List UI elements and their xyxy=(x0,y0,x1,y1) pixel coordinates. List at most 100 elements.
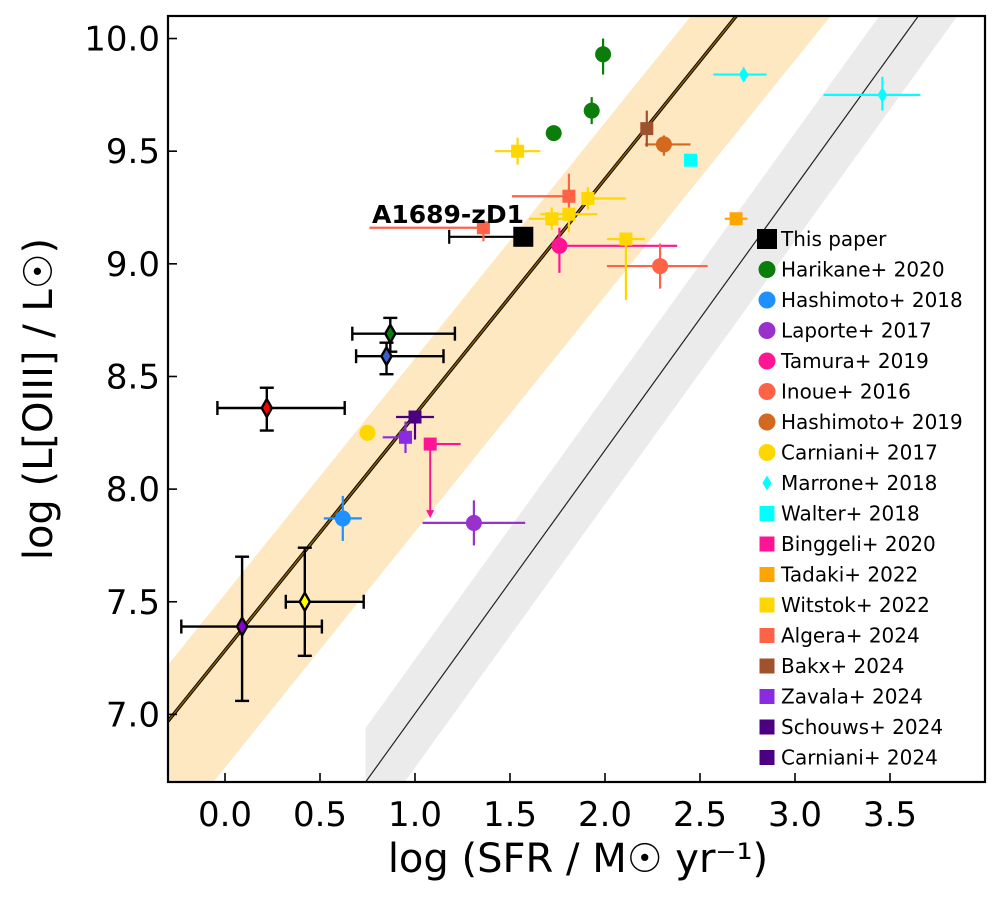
series-7-point-0 xyxy=(359,424,376,441)
series-11-point-0 xyxy=(724,212,748,226)
legend-marker xyxy=(762,475,772,491)
relation-line-1 xyxy=(365,16,920,782)
marker-this-paper xyxy=(513,226,534,247)
legend: This paper Harikane+ 2020 Hashimoto+ 2018 L… xyxy=(757,227,963,770)
legend-entry-schouws-2024: Schouws+ 2024 xyxy=(759,715,943,739)
x-tick-label: 1.5 xyxy=(483,795,537,835)
legend-entry-zavala-2024: Zavala+ 2024 xyxy=(759,685,923,709)
legend-entry-tadaki-2022: Tadaki+ 2022 xyxy=(759,563,918,587)
legend-label: Binggeli+ 2020 xyxy=(781,532,936,556)
legend-entry-inoue-2016: Inoue+ 2016 xyxy=(758,380,911,404)
legend-marker xyxy=(759,750,775,765)
y-axis-title-text: log (L[OIII] / L☉) xyxy=(16,238,62,560)
plot-frame xyxy=(166,14,987,784)
legend-marker xyxy=(759,597,775,613)
legend-entry-tamura-2019: Tamura+ 2019 xyxy=(758,349,929,373)
legend-entry-bakx-2024: Bakx+ 2024 xyxy=(759,654,904,678)
legend-entry-laporte-2017: Laporte+ 2017 xyxy=(758,319,932,343)
legend-marker xyxy=(758,291,776,309)
marker-laporte-2017 xyxy=(465,514,482,531)
marker-marrone-2018 xyxy=(877,86,888,103)
marker-harikane-2020 xyxy=(545,125,562,142)
legend-marker xyxy=(758,413,776,431)
marker-witstok-2022 xyxy=(562,207,576,221)
marker-highlighted-blue xyxy=(380,344,393,368)
series-5-point-0 xyxy=(606,243,708,289)
legend-marker xyxy=(757,229,777,249)
y-axis-title: log (L[OIII] / L☉) xyxy=(16,238,62,560)
legend-marker xyxy=(759,658,775,674)
legend-entry-algera-2024: Algera+ 2024 xyxy=(759,624,920,648)
legend-entry-witstok-2022: Witstok+ 2022 xyxy=(759,593,930,617)
legend-entry-carniani-2024: Carniani+ 2024 xyxy=(759,746,938,770)
relation-band-1 xyxy=(365,16,958,782)
y-tick-label: 9.5 xyxy=(106,132,160,172)
legend-label: Algera+ 2024 xyxy=(781,624,920,648)
marker-highlighted-red xyxy=(260,396,274,420)
legend-label: Witstok+ 2022 xyxy=(781,593,930,617)
marker-algera-2024 xyxy=(562,189,576,203)
legend-label: Tadaki+ 2022 xyxy=(780,563,918,587)
x-axis-title-text: log (SFR / M☉ yr⁻¹) xyxy=(388,836,768,882)
series-14-point-0 xyxy=(640,110,654,147)
series-8-point-1 xyxy=(823,76,921,111)
upper-limit-arrowhead xyxy=(426,510,435,519)
legend-marker xyxy=(758,383,776,400)
x-tick-label: 2.5 xyxy=(673,795,727,835)
legend-marker xyxy=(759,628,775,643)
series-1-point-1 xyxy=(583,97,600,125)
legend-label: Zavala+ 2024 xyxy=(781,685,923,709)
y-tick-label: 9.0 xyxy=(106,245,160,285)
marker-tadaki-2022 xyxy=(729,212,743,226)
legend-label: Walter+ 2018 xyxy=(781,502,920,526)
marker-highlighted-green xyxy=(383,322,397,346)
marker-carniani-2017 xyxy=(359,424,376,441)
legend-label: Marrone+ 2018 xyxy=(781,471,937,495)
series-22-point-0 xyxy=(284,546,365,658)
marker-binggeli-2020 xyxy=(423,437,437,451)
series-1-point-0 xyxy=(545,125,562,142)
x-tick-label: 2.0 xyxy=(578,795,632,835)
legend-marker xyxy=(758,444,776,461)
legend-label: Inoue+ 2016 xyxy=(781,380,911,404)
marker-zavala-2024 xyxy=(399,430,412,444)
marker-inoue-2016 xyxy=(652,258,669,275)
legend-marker xyxy=(759,506,775,521)
marker-marrone-2018 xyxy=(738,66,749,83)
relation-bands xyxy=(168,16,958,782)
legend-marker xyxy=(759,536,775,552)
legend-label: Harikane+ 2020 xyxy=(781,258,945,282)
legend-entry-harikane-2020: Harikane+ 2020 xyxy=(758,258,945,282)
x-axis-ticks: 0.0 0.5 1.0 1.5 2.0 2.5 3.0 3.5 xyxy=(198,773,917,835)
y-tick-label: 7.5 xyxy=(106,583,160,623)
marker-walter-2018 xyxy=(684,153,697,167)
x-tick-label: 0.0 xyxy=(198,795,252,835)
x-tick-label: 3.0 xyxy=(768,795,822,835)
annotation-a1689-zd1: A1689-zD1 xyxy=(372,200,524,229)
series-16-point-0 xyxy=(396,410,434,440)
series-13-point-0 xyxy=(369,221,490,242)
series-2-point-0 xyxy=(323,495,362,541)
legend-entry-binggeli-2020: Binggeli+ 2020 xyxy=(759,532,936,556)
marker-harikane-2020 xyxy=(583,102,600,119)
marker-hashimoto-2019 xyxy=(655,136,672,153)
marker-witstok-2022 xyxy=(511,144,525,158)
y-tick-label: 8.5 xyxy=(106,357,160,397)
legend-entry-hashimoto-2018: Hashimoto+ 2018 xyxy=(758,288,963,312)
legend-label: Hashimoto+ 2018 xyxy=(781,288,963,312)
marker-tamura-2019 xyxy=(551,237,568,254)
series-13-point-1 xyxy=(511,173,576,208)
legend-label: Carniani+ 2024 xyxy=(781,746,938,770)
y-tick-label: 8.0 xyxy=(106,470,160,510)
series-8-point-0 xyxy=(713,66,767,83)
marker-witstok-2022 xyxy=(581,191,595,205)
legend-label: Carniani+ 2017 xyxy=(781,441,938,465)
marker-highlighted-purple xyxy=(235,615,249,638)
series-15-point-0 xyxy=(382,421,412,454)
marker-harikane-2020 xyxy=(595,46,612,63)
data-points xyxy=(180,38,921,703)
series-12-point-3 xyxy=(581,187,626,210)
series-3-point-0 xyxy=(422,500,526,546)
legend-label: Bakx+ 2024 xyxy=(781,654,904,678)
